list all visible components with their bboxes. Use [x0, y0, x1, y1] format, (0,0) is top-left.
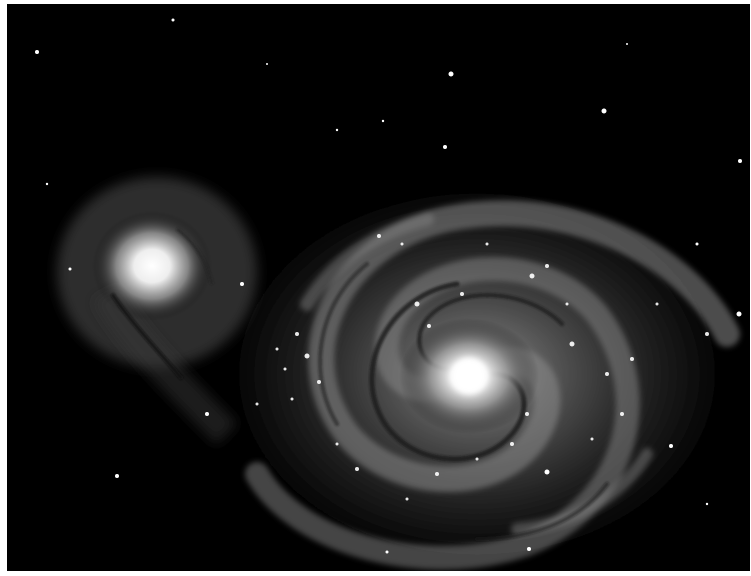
star: [527, 547, 531, 551]
spiral-arms: [245, 200, 740, 570]
star: [601, 108, 607, 114]
star: [626, 43, 628, 45]
companion-galaxy: [57, 177, 257, 445]
star: [695, 242, 699, 246]
star: [205, 412, 209, 416]
star: [738, 159, 742, 163]
galaxy-scene: [7, 4, 750, 571]
star: [45, 182, 49, 186]
star: [385, 550, 389, 554]
star: [115, 474, 119, 478]
companion-galaxy-core: [92, 211, 212, 321]
star: [381, 119, 385, 123]
galaxy-photo: [7, 4, 750, 571]
main-galaxy: [207, 169, 747, 571]
star: [335, 128, 339, 132]
star: [736, 311, 742, 317]
star: [705, 502, 709, 506]
star: [448, 71, 454, 77]
star: [266, 63, 268, 65]
star: [544, 469, 550, 475]
star: [68, 267, 72, 271]
star: [240, 282, 244, 286]
star: [35, 50, 39, 54]
star: [669, 444, 673, 448]
background-stars: [35, 18, 742, 554]
star-forming-knots: [255, 234, 709, 501]
star: [171, 18, 175, 22]
star: [443, 145, 447, 149]
